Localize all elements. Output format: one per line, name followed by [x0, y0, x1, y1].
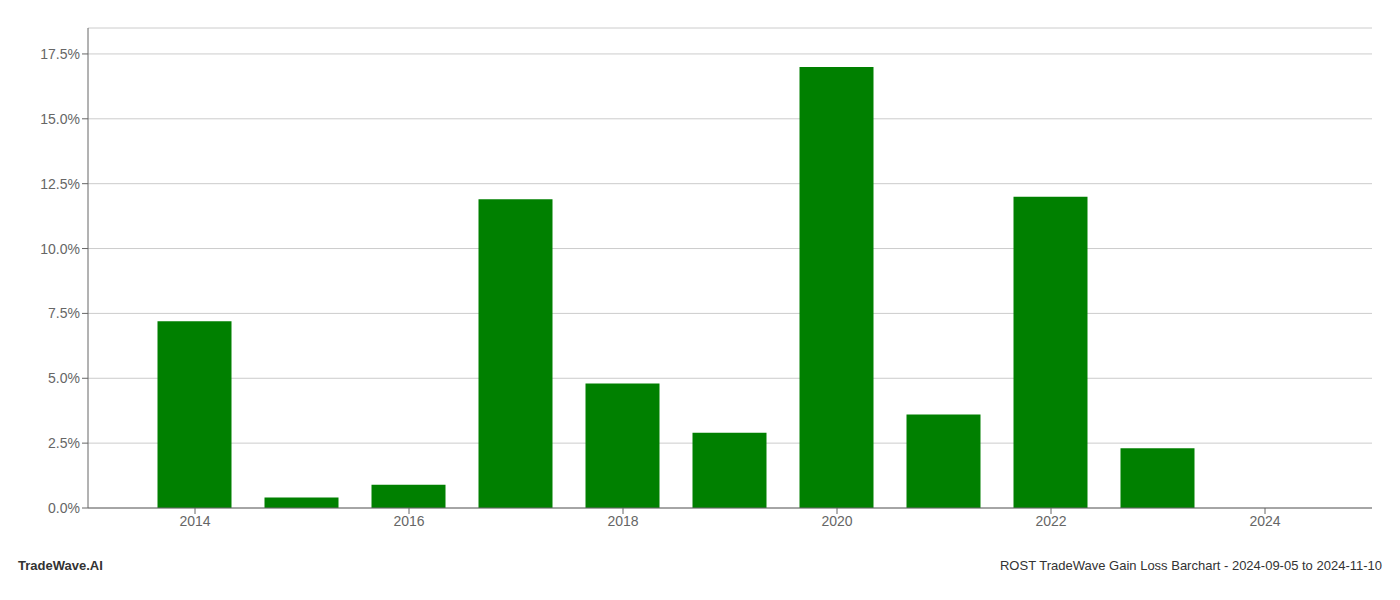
svg-text:2018: 2018	[607, 513, 638, 529]
svg-text:17.5%: 17.5%	[40, 46, 80, 62]
svg-text:2020: 2020	[821, 513, 852, 529]
html-text:TradeWave.AI: TradeWave.AI	[18, 558, 103, 573]
svg-text:2.5%: 2.5%	[48, 435, 80, 451]
svg-text:2016: 2016	[393, 513, 424, 529]
html-text:ROST TradeWave Gain Loss Barch: ROST TradeWave Gain Loss Barchart - 2024…	[1000, 558, 1382, 573]
svg-text:7.5%: 7.5%	[48, 305, 80, 321]
svg-text:15.0%: 15.0%	[40, 111, 80, 127]
svg-text:12.5%: 12.5%	[40, 176, 80, 192]
svg-text:2014: 2014	[179, 513, 210, 529]
svg-text:5.0%: 5.0%	[48, 370, 80, 386]
svg-text:10.0%: 10.0%	[40, 241, 80, 257]
svg-text:2024: 2024	[1249, 513, 1280, 529]
svg-text:2022: 2022	[1035, 513, 1066, 529]
svg-text:0.0%: 0.0%	[48, 500, 80, 516]
